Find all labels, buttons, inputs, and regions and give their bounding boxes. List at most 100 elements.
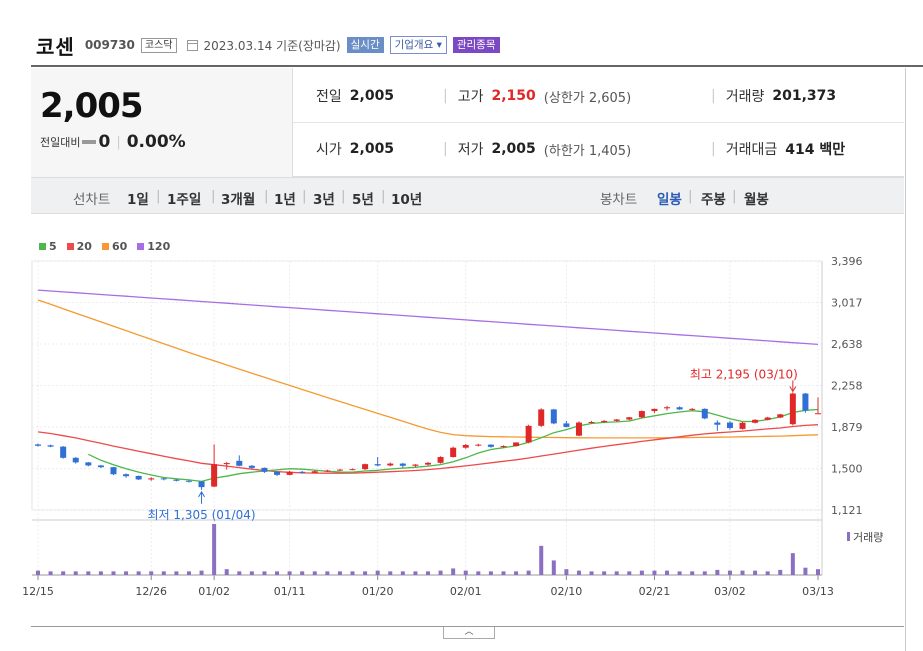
y-tick-label: 2,638 [831,338,863,351]
x-tick-label: 01/11 [274,585,306,598]
volume-bar [715,569,720,575]
candle-body [349,469,356,471]
trade-amount: | 거래대금 414 백만 [711,139,845,159]
high-value: 2,150 [491,88,536,104]
volume-bar [816,569,820,575]
volume-bar [526,570,531,575]
volume-bar [551,560,556,575]
volume-bar [400,571,405,575]
tab-3m[interactable]: 3개월 [221,192,256,208]
candle-body [173,479,180,481]
legend-ma5: 5 [39,240,57,253]
volume-bar [539,545,544,575]
price-box: 2,005 전일대비 0 | 0.00% [31,68,293,177]
candle-body [47,445,54,447]
candle-body [789,393,796,425]
volume-bar [702,571,707,575]
prev-label: 전일 [316,89,342,105]
volume-bar [237,571,242,575]
candle-body [374,464,381,466]
volume-bar [790,553,795,575]
tab-daily[interactable]: 일봉 [657,192,682,208]
volume-bar [98,571,103,575]
flat-icon [82,140,97,144]
candle-body [135,475,142,480]
divider [31,626,904,627]
high-annotation: 최고 2,195 (03/10) [690,367,798,381]
separator: | [443,141,448,157]
x-tick-label: 12/26 [135,585,167,598]
legend-swatch [101,243,109,250]
candle-body [500,446,507,448]
candle-body [412,464,419,466]
volume-bar [753,570,758,575]
high-label: 고가 [457,89,484,105]
candle-body [676,407,683,410]
legend-label: 60 [111,240,128,253]
volume-bar [337,571,342,575]
volume-bar [765,571,770,575]
volume-bar [602,571,607,575]
volume-bar [501,571,506,575]
low-annotation: 최저 1,305 (01/04) [148,508,256,522]
open: 시가 2,005 [316,139,394,159]
legend-ma120: 120 [137,240,170,253]
tab-10y[interactable]: 10년 [391,192,423,208]
tab-3y[interactable]: 3년 [313,192,335,208]
candle-body [638,411,645,418]
candle-body [110,467,117,475]
volume-bar [136,571,141,575]
tab-1y[interactable]: 1년 [274,192,296,208]
volume-bar [149,571,154,575]
y-tick-label: 1,879 [831,421,863,434]
volume-bar [740,570,745,575]
candle-body [726,422,733,429]
volume-bar [438,570,443,575]
tab-1w[interactable]: 1주일 [167,192,202,208]
candle-body [311,471,318,473]
tab-monthly[interactable]: 월봉 [744,192,769,208]
separator: | [711,141,716,157]
candle-body [299,471,306,473]
volume-bar [73,571,78,575]
volume-bar [287,571,292,575]
candle-body [487,444,494,447]
volume-bar [249,571,254,575]
y-tick-label: 3,396 [831,255,863,268]
legend-label: 5 [49,240,57,253]
tab-5y[interactable]: 5년 [352,192,374,208]
collapse-toggle-button[interactable]: ︿ [443,627,495,639]
volume-bar [488,571,493,575]
volume-bar [86,571,91,575]
tab-weekly[interactable]: 주봉 [701,192,726,208]
candle-body [815,413,821,415]
y-tick-label: 1,500 [831,463,863,476]
realtime-button[interactable]: 실시간 [346,37,384,53]
open-value: 2,005 [349,141,395,157]
volume-bar [262,571,267,575]
ma60-line [37,299,819,439]
legend-label: 20 [76,240,92,253]
price-change: 전일대비 0 | 0.00% [40,132,186,152]
company-overview-dropdown[interactable]: 기업개요 ▾ [389,36,447,54]
managed-stock-badge[interactable]: 관리종목 [452,37,500,53]
legend-ma60: 60 [101,240,128,253]
legend-label: 120 [147,240,171,253]
tab-1d[interactable]: 1일 [127,192,149,208]
candle-body [198,481,205,488]
prev-close: 전일 2,005 [316,86,394,106]
candle-body [97,465,104,468]
volume-bar [639,570,644,575]
ma-legend: 5 20 60 120 [39,240,170,253]
candle-body [223,463,230,465]
open-label: 시가 [316,142,342,158]
volume-bar [514,571,519,575]
candle-body [701,408,708,419]
volume-bar [300,571,305,575]
volume-bar [677,571,682,575]
candle-body [601,420,608,423]
y-tick-label: 1,121 [831,504,863,517]
chart-period-tabs: 선차트 1일 | 1주일 | 3개월 | 1년 | 3년 | 5년 | 10년 … [31,177,904,214]
volume: | 거래량 201,373 [711,86,836,106]
